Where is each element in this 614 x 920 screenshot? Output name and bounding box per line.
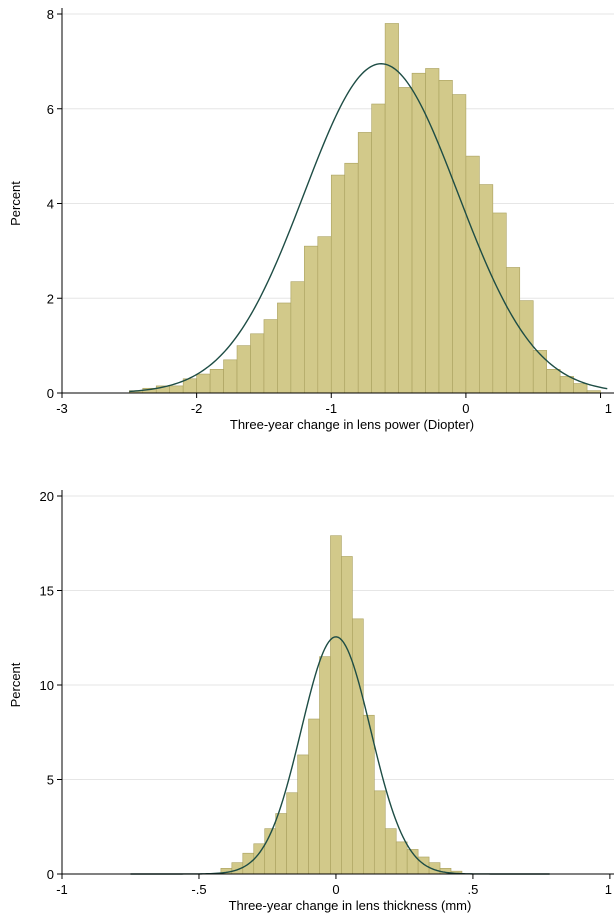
x-tick-label: 1 (605, 401, 612, 416)
histogram-bar (263, 319, 278, 394)
x-axis-title: Three-year change in lens thickness (mm) (229, 898, 472, 913)
histogram-bar (250, 333, 265, 394)
histogram-bar (357, 132, 372, 394)
histogram-bar (169, 385, 184, 394)
x-tick-label: -3 (56, 401, 68, 416)
y-tick-label: 10 (40, 678, 54, 693)
histogram-bar (286, 792, 298, 875)
normal-density-curve (129, 63, 608, 393)
histogram-bar (373, 790, 386, 875)
x-axis-title: Three-year change in lens power (Diopter… (230, 417, 474, 432)
histogram-bar (277, 302, 292, 394)
x-tick-label: -1 (56, 882, 68, 897)
histogram-bar (196, 373, 211, 394)
y-tick-label: 8 (47, 7, 54, 22)
y-tick-label: 0 (47, 867, 54, 882)
y-tick-label: 6 (47, 102, 54, 117)
histogram-bar (452, 94, 467, 394)
histogram-bar (330, 174, 346, 394)
histogram-bar (559, 376, 574, 394)
histogram-bar (398, 87, 413, 394)
histogram-bar (532, 350, 547, 394)
histogram-bar (371, 103, 386, 394)
y-tick-label: 5 (47, 773, 54, 788)
histogram-bar (573, 383, 588, 394)
y-tick-label: 20 (40, 489, 54, 504)
histogram-bar (341, 556, 353, 875)
y-tick-label: 15 (40, 584, 54, 599)
histogram-bar (546, 369, 561, 394)
x-tick-label: 0 (332, 882, 339, 897)
histogram-bar (384, 828, 397, 875)
histogram-bar (465, 155, 480, 394)
y-tick-label: 4 (47, 197, 54, 212)
x-tick-label: -1 (325, 401, 337, 416)
histogram-bar (479, 184, 494, 394)
histogram-bar (297, 754, 309, 875)
histogram-bar (308, 718, 320, 875)
x-tick-label: 0 (462, 401, 469, 416)
histogram-bars (220, 535, 463, 875)
histogram-bar (319, 656, 331, 875)
histogram-bar (395, 841, 408, 875)
histogram-bar (317, 236, 332, 394)
y-tick-label: 0 (47, 386, 54, 401)
lens-power-histogram: 0 2 4 6 8 -3 -2 -1 0 1 Three-year change in lens p… (8, 7, 614, 432)
lens-thickness-histogram-panel: 0 5 10 15 20 -1 -.5 0 .5 1 Three-year change in le… (0, 460, 614, 920)
histogram-bar (438, 80, 453, 394)
histogram-bar (290, 281, 305, 394)
lens-thickness-histogram: 0 5 10 15 20 -1 -.5 0 .5 1 Three-year change in le… (8, 489, 614, 913)
histogram-bar (352, 618, 364, 875)
y-axis-title: Percent (8, 181, 23, 226)
histogram-bar (223, 359, 238, 394)
histogram-bar (275, 813, 287, 875)
histogram-bars (129, 23, 601, 394)
x-tick-label: 1 (605, 882, 612, 897)
lens-power-histogram-panel: 0 2 4 6 8 -3 -2 -1 0 1 Three-year change in lens p… (8, 7, 614, 432)
histogram-bar (384, 23, 399, 394)
histogram-bar (236, 345, 251, 394)
histogram-bar (411, 72, 426, 394)
y-axis-title: Percent (8, 662, 23, 707)
histogram-bar (304, 245, 319, 394)
x-tick-label: -2 (191, 401, 203, 416)
histogram-bar (209, 369, 224, 394)
x-tick-label: -.5 (191, 882, 206, 897)
histogram-bar (344, 162, 359, 394)
histogram-bar (519, 300, 534, 394)
histogram-bar (417, 856, 430, 875)
histogram-bar (330, 535, 342, 875)
x-tick-label: .5 (467, 882, 478, 897)
y-tick-label: 2 (47, 291, 54, 306)
histogram-bar (505, 267, 521, 394)
